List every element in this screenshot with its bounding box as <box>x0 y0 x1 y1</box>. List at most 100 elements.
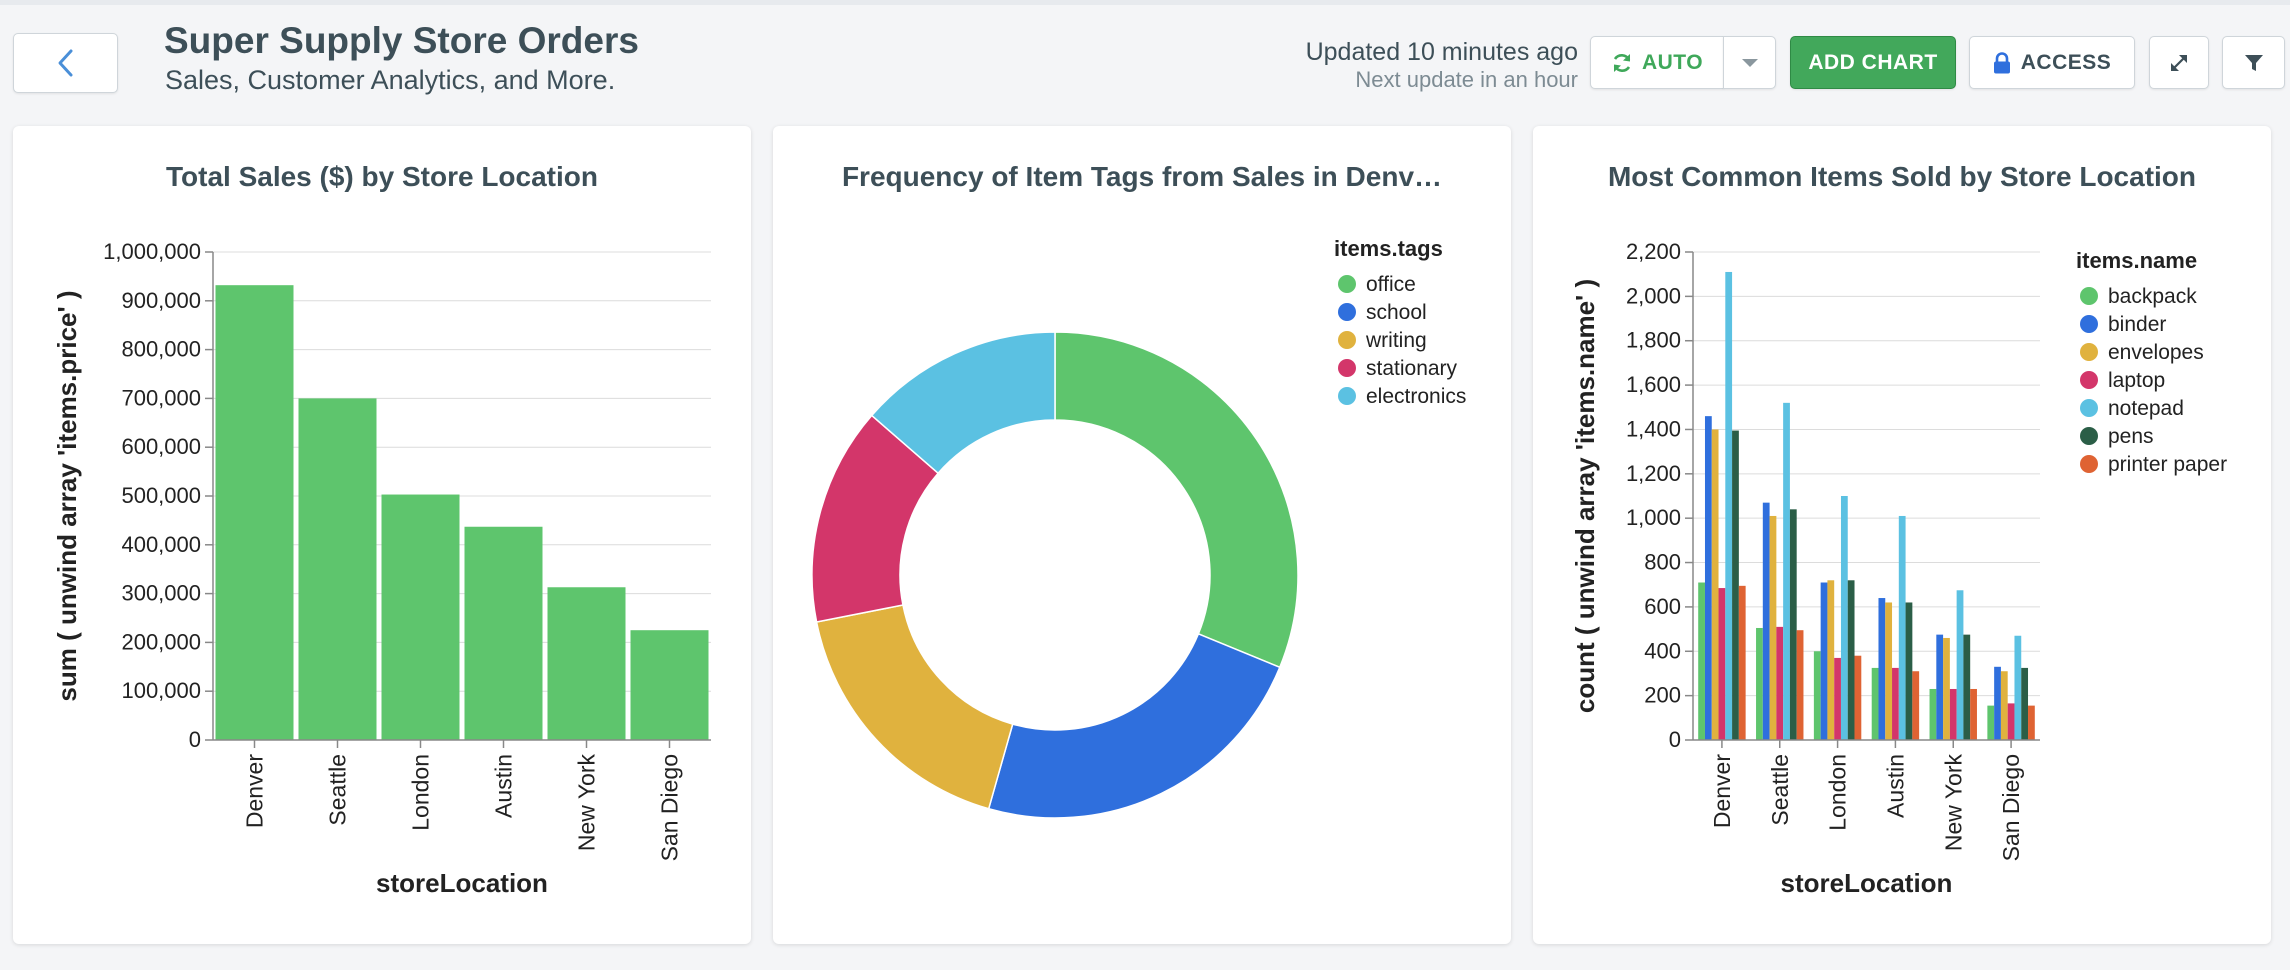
x-tick-label: London <box>1825 754 1851 831</box>
bar-binder-new-york[interactable] <box>1936 634 1944 740</box>
legend-label: binder <box>2108 313 2166 336</box>
y-tick-label: 900,000 <box>121 288 201 313</box>
slice-school[interactable] <box>987 632 1281 819</box>
bar-printer-paper-new-york[interactable] <box>1970 688 1977 740</box>
legend-label: backpack <box>2108 285 2197 308</box>
y-tick-label: 1,600 <box>1626 372 1681 397</box>
bar-printer-paper-austin[interactable] <box>1912 671 1920 740</box>
bar-printer-paper-denver[interactable] <box>1738 585 1746 740</box>
bar-pens-london[interactable] <box>1847 580 1855 740</box>
bar-envelopes-san-diego[interactable] <box>2000 671 2008 740</box>
chart-card-common-items[interactable]: Most Common Items Sold by Store Location… <box>1533 126 2271 944</box>
bar-denver[interactable] <box>215 285 294 740</box>
bar-seattle[interactable] <box>298 398 377 740</box>
slice-office[interactable] <box>1054 331 1299 669</box>
bar-backpack-denver[interactable] <box>1698 582 1705 740</box>
legend-label: office <box>1366 273 1416 296</box>
x-tick-label: Denver <box>242 754 268 828</box>
update-status: Updated 10 minutes ago Next update in an… <box>1306 37 1578 93</box>
slice-electronics[interactable] <box>870 331 1056 475</box>
page-subtitle: Sales, Customer Analytics, and More. <box>165 65 616 95</box>
x-tick-label: San Diego <box>1998 754 2024 861</box>
bar-backpack-seattle[interactable] <box>1756 627 1763 740</box>
bar-london[interactable] <box>381 494 460 740</box>
bar-pens-san-diego[interactable] <box>2021 667 2029 740</box>
bar-new-york[interactable] <box>547 587 626 740</box>
filter-button[interactable] <box>2222 36 2285 89</box>
bar-laptop-san-diego[interactable] <box>2007 703 2015 740</box>
bar-binder-seattle[interactable] <box>1762 502 1770 740</box>
bar-notepad-austin[interactable] <box>1898 515 1906 740</box>
bar-backpack-new-york[interactable] <box>1929 688 1937 740</box>
bar-notepad-san-diego[interactable] <box>2014 635 2022 740</box>
bar-notepad-new-york[interactable] <box>1956 590 1964 740</box>
y-tick-label: 400 <box>1644 638 1681 663</box>
bar-notepad-london[interactable] <box>1840 496 1848 740</box>
bar-laptop-denver[interactable] <box>1718 588 1726 740</box>
bar-laptop-new-york[interactable] <box>1949 688 1957 740</box>
bar-laptop-london[interactable] <box>1834 657 1841 740</box>
x-tick-label: San Diego <box>657 754 683 861</box>
bar-backpack-san-diego[interactable] <box>1987 705 1995 740</box>
bar-printer-paper-san-diego[interactable] <box>2028 705 2035 740</box>
back-button[interactable] <box>13 33 118 93</box>
bar-laptop-austin[interactable] <box>1892 667 1899 740</box>
bar-envelopes-austin[interactable] <box>1885 602 1893 740</box>
x-axis-title: storeLocation <box>376 868 548 898</box>
access-button[interactable]: ACCESS <box>1969 36 2135 89</box>
bar-pens-seattle[interactable] <box>1789 509 1797 740</box>
bar-san-diego[interactable] <box>630 630 709 740</box>
bar-printer-paper-london[interactable] <box>1854 655 1862 740</box>
y-tick-label: 100,000 <box>121 678 201 703</box>
bar-envelopes-new-york[interactable] <box>1943 637 1950 740</box>
legend-label: printer paper <box>2108 453 2227 476</box>
add-chart-button[interactable]: ADD CHART <box>1790 36 1956 89</box>
bar-envelopes-seattle[interactable] <box>1769 515 1777 740</box>
bar-backpack-london[interactable] <box>1813 651 1821 740</box>
item-tags-donut-chart: items.tags office school writing stationary e… <box>811 236 1466 819</box>
bar-envelopes-denver[interactable] <box>1711 429 1719 740</box>
chart-card-total-sales[interactable]: Total Sales ($) by Store Location 0 100,0… <box>13 126 751 944</box>
total-sales-bar-chart: 0 100,000 200,000 300,000 400,000 500,000 600,… <box>52 239 711 898</box>
legend-label: envelopes <box>2108 341 2204 364</box>
bar-pens-new-york[interactable] <box>1963 634 1971 740</box>
y-axis-title: sum ( unwind array 'items.price' ) <box>52 290 82 701</box>
y-tick-label: 800,000 <box>121 337 201 362</box>
legend-swatch-office <box>1338 275 1356 293</box>
access-label: ACCESS <box>2020 50 2112 74</box>
legend-label: notepad <box>2108 397 2184 420</box>
page-title: Super Supply Store Orders <box>164 20 639 61</box>
next-update-text: Next update in an hour <box>1355 67 1578 92</box>
lock-icon <box>1993 51 2010 73</box>
slice-writing[interactable] <box>815 604 1014 810</box>
auto-refresh-button[interactable]: AUTO <box>1590 36 1724 89</box>
legend-title: items.tags <box>1334 236 1443 261</box>
legend-label: laptop <box>2108 369 2165 392</box>
y-tick-label: 500,000 <box>121 483 201 508</box>
legend-swatch-backpack <box>2080 287 2098 305</box>
chart-card-item-tags[interactable]: Frequency of Item Tags from Sales in Den… <box>773 126 1511 944</box>
fullscreen-button[interactable] <box>2149 36 2209 89</box>
legend-swatch-writing <box>1338 331 1356 349</box>
bar-pens-austin[interactable] <box>1905 602 1913 740</box>
bar-binder-london[interactable] <box>1820 582 1828 740</box>
bar-binder-austin[interactable] <box>1878 598 1886 740</box>
bar-pens-denver[interactable] <box>1732 430 1739 740</box>
legend-swatch-electronics <box>1338 387 1356 405</box>
bar-austin[interactable] <box>464 526 543 740</box>
bar-envelopes-london[interactable] <box>1827 580 1835 740</box>
auto-refresh-dropdown[interactable] <box>1723 36 1776 89</box>
bar-printer-paper-seattle[interactable] <box>1796 630 1804 740</box>
bar-binder-denver[interactable] <box>1704 416 1712 740</box>
bar-laptop-seattle[interactable] <box>1776 626 1784 740</box>
refresh-icon <box>1613 53 1631 72</box>
x-tick-label: Austin <box>491 754 517 818</box>
bar-backpack-austin[interactable] <box>1871 667 1879 740</box>
y-tick-label: 0 <box>1669 727 1681 752</box>
bar-binder-san-diego[interactable] <box>1994 666 2001 740</box>
legend-swatch-stationary <box>1338 359 1356 377</box>
bar-notepad-denver[interactable] <box>1725 271 1733 740</box>
legend-label: stationary <box>1366 357 1458 380</box>
filter-icon <box>2244 54 2263 71</box>
bar-notepad-seattle[interactable] <box>1783 402 1790 740</box>
